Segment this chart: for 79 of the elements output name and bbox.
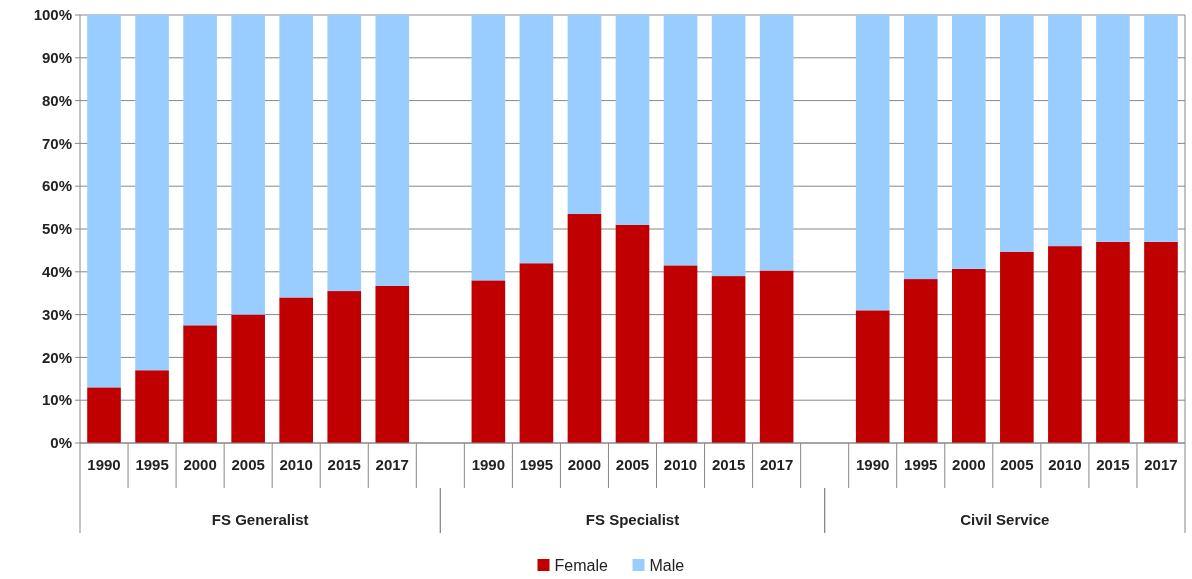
x-tick-label: 2010 xyxy=(279,456,313,473)
bar xyxy=(1000,251,1034,443)
x-tick-label: 2000 xyxy=(952,456,986,473)
bar xyxy=(279,297,314,443)
y-tick-label: 100% xyxy=(33,6,72,24)
bar xyxy=(1144,15,1178,242)
bar xyxy=(87,15,121,388)
bar xyxy=(375,285,410,443)
bar xyxy=(855,15,890,311)
bar xyxy=(231,314,265,443)
y-tick-label: 60% xyxy=(41,177,72,195)
x-tick-label: 1990 xyxy=(471,456,506,473)
x-tick-label: 2005 xyxy=(231,456,265,473)
bar xyxy=(759,270,794,443)
bar xyxy=(231,15,265,315)
y-tick-label: 0% xyxy=(50,434,72,452)
y-tick-label: 10% xyxy=(41,391,72,409)
bar xyxy=(1048,246,1082,443)
bar xyxy=(183,325,217,443)
bar xyxy=(951,268,986,443)
bar xyxy=(855,310,890,443)
y-tick-label: 50% xyxy=(41,220,72,238)
y-tick-label: 30% xyxy=(41,305,72,323)
x-tick-label: 2010 xyxy=(663,456,698,473)
bar xyxy=(567,214,602,443)
x-tick-label: 2015 xyxy=(711,456,746,473)
bar xyxy=(135,370,169,443)
bar xyxy=(1096,241,1130,443)
x-tick-label: 2015 xyxy=(327,456,361,473)
bar xyxy=(711,15,746,277)
bar xyxy=(951,15,986,269)
bar xyxy=(567,15,602,215)
bar xyxy=(663,265,698,443)
bar xyxy=(471,280,506,443)
x-tick-label: 1995 xyxy=(904,456,938,473)
text: FS Generalist xyxy=(211,511,309,528)
bar xyxy=(663,15,698,266)
x-tick-label: 2005 xyxy=(615,456,650,473)
x-tick-label: 1995 xyxy=(135,456,169,473)
x-tick-label: 2017 xyxy=(759,456,794,473)
x-tick-label: 1995 xyxy=(519,456,554,473)
bar xyxy=(615,224,650,443)
x-tick-label: 2010 xyxy=(1048,456,1082,473)
y-tick-label: 40% xyxy=(41,263,72,281)
bar xyxy=(519,15,554,264)
x-tick-label: 2017 xyxy=(375,456,409,473)
y-tick-label: 70% xyxy=(41,134,72,152)
x-tick-label: 2017 xyxy=(1144,456,1178,473)
bar xyxy=(471,15,506,281)
legend-label: Male xyxy=(649,556,685,574)
bar xyxy=(759,15,794,271)
bar xyxy=(711,276,746,443)
x-tick-label: 1990 xyxy=(87,456,121,473)
bar xyxy=(903,15,938,280)
x-tick-label: 2000 xyxy=(183,456,217,473)
bar xyxy=(1096,15,1130,242)
y-tick-label: 90% xyxy=(41,49,72,67)
x-tick-label: 2005 xyxy=(1000,456,1034,473)
text: Civil Service xyxy=(960,511,1050,528)
bar xyxy=(375,15,410,286)
bar xyxy=(903,279,938,443)
bar xyxy=(1144,241,1178,443)
x-tick-label: 2000 xyxy=(567,456,602,473)
bar xyxy=(135,15,169,371)
bar xyxy=(519,263,554,443)
legend-label: Female xyxy=(554,556,608,574)
bar xyxy=(615,15,650,225)
bar xyxy=(183,15,217,326)
y-tick-label: 80% xyxy=(41,91,72,109)
bar xyxy=(1048,15,1082,247)
text: FS Specialist xyxy=(585,511,680,528)
x-tick-label: 1990 xyxy=(856,456,890,473)
x-tick-label: 2015 xyxy=(1096,456,1130,473)
bar xyxy=(327,291,362,443)
bar xyxy=(327,15,362,292)
bar xyxy=(87,387,121,443)
y-tick-label: 20% xyxy=(41,348,72,366)
bar xyxy=(279,15,314,298)
bar xyxy=(1000,15,1034,252)
